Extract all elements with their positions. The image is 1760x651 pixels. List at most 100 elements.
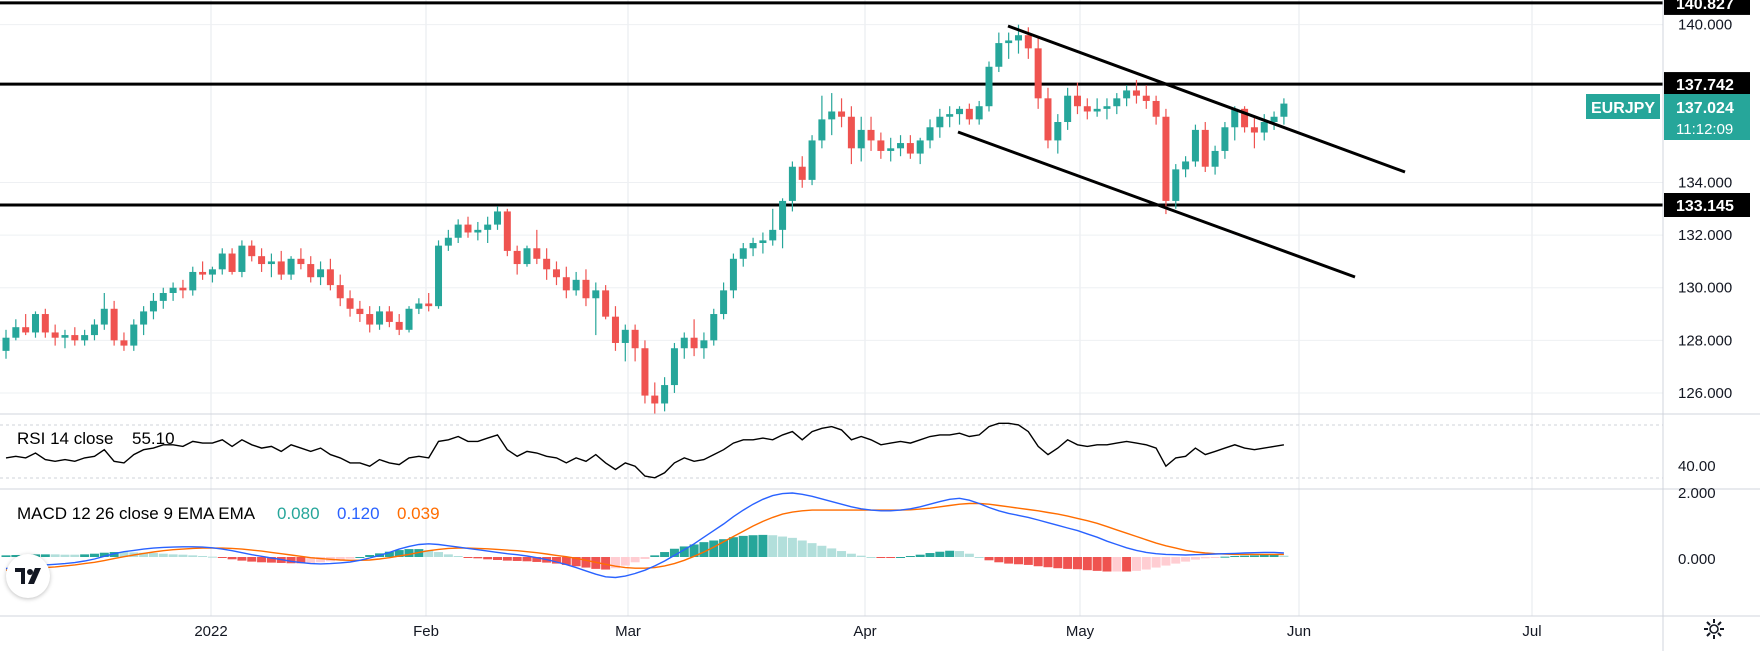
horizontal-levels[interactable] <box>0 1 1663 207</box>
macd-histogram-bar <box>532 557 542 562</box>
candle-body <box>140 311 148 325</box>
macd-histogram-bar <box>207 556 217 558</box>
macd-histogram-bar <box>1190 557 1200 560</box>
macd-histogram-bar <box>787 537 797 557</box>
macd-histogram-bar <box>669 548 679 557</box>
macd-histogram-bar <box>365 555 375 557</box>
candle-body <box>779 200 787 230</box>
macd-histogram-bar <box>1 555 11 557</box>
symbol-tag[interactable]: EURJPY <box>1586 94 1660 119</box>
candle-body <box>1064 95 1072 123</box>
bar-countdown: 11:12:09 <box>1676 121 1733 138</box>
macd-histogram-bar <box>463 557 473 558</box>
macd-histogram-bar <box>404 549 414 557</box>
candle-body <box>533 248 541 259</box>
last-price: 137.024 <box>1676 100 1734 117</box>
candle-body <box>867 129 875 141</box>
macd-histogram-bar <box>1240 555 1250 557</box>
candle-body <box>1044 98 1052 141</box>
level-tag-bg <box>1664 0 1750 15</box>
candle-body <box>1260 122 1268 133</box>
macd-histogram-bar <box>640 557 650 559</box>
candle-body <box>2 337 10 351</box>
candle-body <box>700 340 708 349</box>
macd-histogram-bar <box>512 557 522 561</box>
candle-body <box>120 340 128 346</box>
candle-body <box>385 311 393 322</box>
macd-histogram-bar <box>306 557 316 563</box>
macd-histogram-bar <box>837 551 847 557</box>
candle-body <box>552 269 560 278</box>
time-axis[interactable]: 2022 Feb Mar Apr May Jun Jul <box>194 623 1541 640</box>
macd-signal-value: 0.039 <box>397 504 440 523</box>
candle-body <box>1014 35 1022 41</box>
macd-histogram-bar <box>247 557 257 562</box>
candle-body <box>425 303 433 307</box>
candle-body <box>435 245 443 307</box>
macd-histogram-bar <box>443 554 453 557</box>
channel-upper-trendline[interactable] <box>1007 24 1406 174</box>
macd-histogram-bar <box>945 550 955 557</box>
candle-body <box>1162 116 1170 201</box>
tradingview-logo[interactable] <box>6 554 50 598</box>
candle-body <box>690 337 698 349</box>
candle-body <box>602 290 610 317</box>
macd-histogram-bar <box>915 554 925 557</box>
macd-histogram-bar <box>964 553 974 557</box>
price-axis[interactable]: 140.000 134.000 132.000 130.000 128.000 126.0… <box>1678 17 1732 402</box>
macd-histogram-bar <box>1131 557 1141 571</box>
symbol-tag-bg <box>1586 94 1660 119</box>
macd-histogram-bar <box>876 557 886 558</box>
candle-body <box>680 337 688 349</box>
candle-body <box>838 111 846 117</box>
channel-lower-trendline[interactable] <box>957 130 1356 279</box>
symbol-name: EURJPY <box>1591 100 1655 117</box>
macd-histogram-bar <box>60 554 70 557</box>
candle-body <box>51 332 59 338</box>
rsi-label: RSI 14 close <box>17 429 113 448</box>
macd-histogram-bar <box>561 557 571 565</box>
candle-body <box>729 258 737 291</box>
macd-histogram-bar <box>866 557 876 558</box>
candle-body <box>1201 129 1209 167</box>
candle-body <box>238 245 246 272</box>
candle-body <box>749 243 757 249</box>
candle-body <box>572 279 580 291</box>
candle-body <box>149 300 157 312</box>
svg-text:2.000: 2.000 <box>1678 485 1716 502</box>
candle-body <box>228 253 236 272</box>
candle-body <box>1191 129 1199 162</box>
macd-histogram-bar <box>630 557 640 563</box>
candle-body <box>61 335 69 338</box>
svg-text:0.000: 0.000 <box>1678 551 1716 568</box>
macd-histogram-bar <box>856 555 866 557</box>
candle-body <box>769 229 777 241</box>
macd-histogram-bar <box>935 551 945 557</box>
candle-body <box>562 277 570 291</box>
candle-body <box>1250 127 1258 133</box>
macd-histogram-bar <box>1171 557 1181 564</box>
candle-body <box>808 140 816 180</box>
candle-body <box>100 308 108 325</box>
candle-body <box>936 116 944 128</box>
settings-gear-icon[interactable] <box>1700 615 1728 643</box>
macd-histogram-bar <box>473 557 483 559</box>
macd-histogram-bar <box>40 554 50 557</box>
candle-body <box>307 264 315 278</box>
macd-histogram-bar <box>50 554 60 557</box>
descending-channel[interactable] <box>957 24 1406 279</box>
macd-histogram-bar <box>1043 557 1053 568</box>
macd-histogram-bar <box>807 543 817 557</box>
macd-histogram-bar <box>610 557 620 569</box>
macd-histogram-bar <box>227 557 237 560</box>
candle-body <box>1142 95 1150 101</box>
rsi-pane: RSI 14 close 55.10 40.00 <box>0 422 1716 479</box>
candle-body <box>464 224 472 233</box>
candle-body <box>277 261 285 275</box>
macd-histogram-bar <box>738 535 748 557</box>
time-tick-label: May <box>1066 623 1095 640</box>
macd-histogram-bar <box>689 544 699 557</box>
macd-histogram-bar <box>551 557 561 564</box>
